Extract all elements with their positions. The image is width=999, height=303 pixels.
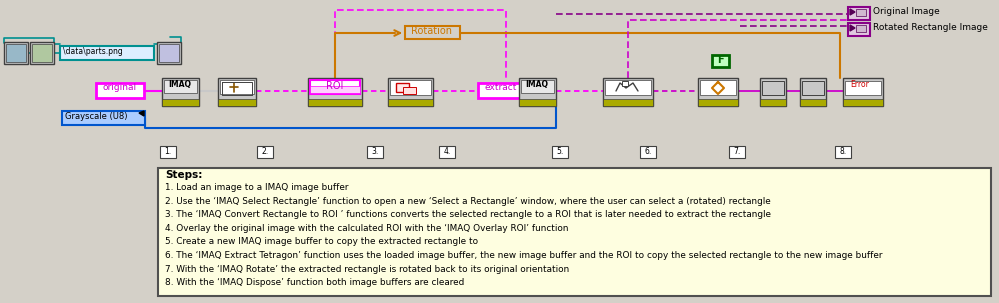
Text: 3.: 3.: [372, 147, 379, 156]
Text: IMAQ: IMAQ: [525, 80, 548, 89]
Bar: [396, 83, 409, 92]
Bar: [158, 168, 991, 296]
Bar: [845, 81, 881, 95]
Bar: [802, 81, 824, 95]
Text: \data\parts.png: \data\parts.png: [63, 47, 123, 56]
Bar: [622, 81, 628, 86]
Text: 6. The ‘IMAQ Extract Tetragon’ function uses the loaded image buffer, the new im: 6. The ‘IMAQ Extract Tetragon’ function …: [165, 251, 882, 260]
Bar: [388, 99, 433, 106]
Bar: [4, 42, 28, 64]
Bar: [162, 78, 199, 106]
Bar: [164, 80, 197, 93]
Bar: [843, 99, 883, 106]
Text: 7. With the ‘IMAQ Rotate’ the extracted rectangle is rotated back to its origina: 7. With the ‘IMAQ Rotate’ the extracted …: [165, 265, 569, 274]
Bar: [800, 78, 826, 106]
Bar: [478, 83, 524, 98]
Text: F: F: [716, 55, 723, 65]
Bar: [698, 99, 738, 106]
Bar: [257, 146, 273, 158]
Text: Steps:: Steps:: [165, 170, 203, 180]
Text: Original Image: Original Image: [873, 7, 940, 16]
Bar: [760, 78, 786, 106]
Text: 2.: 2.: [262, 147, 269, 156]
Bar: [603, 99, 653, 106]
Text: 8. With the ‘IMAQ Dispose’ function both image buffers are cleared: 8. With the ‘IMAQ Dispose’ function both…: [165, 278, 465, 287]
Text: 1.: 1.: [165, 147, 172, 156]
Bar: [160, 146, 176, 158]
Bar: [96, 83, 144, 98]
Text: ROI: ROI: [327, 81, 344, 91]
Text: 1. Load an image to a IMAQ image buffer: 1. Load an image to a IMAQ image buffer: [165, 183, 349, 192]
Bar: [843, 78, 883, 106]
Bar: [800, 99, 826, 106]
Bar: [367, 146, 383, 158]
Bar: [729, 146, 745, 158]
Text: 6.: 6.: [644, 147, 651, 156]
Polygon shape: [850, 9, 855, 15]
Bar: [856, 9, 866, 16]
Bar: [848, 23, 870, 36]
Bar: [6, 44, 26, 62]
Bar: [835, 146, 851, 158]
Text: original: original: [103, 83, 137, 92]
Bar: [603, 78, 653, 106]
Text: extract: extract: [485, 83, 517, 92]
Bar: [712, 55, 729, 67]
Text: Rotation: Rotation: [412, 26, 453, 36]
Bar: [62, 111, 145, 125]
Text: 5.: 5.: [556, 147, 563, 156]
Text: Rotated Rectangle Image: Rotated Rectangle Image: [873, 23, 988, 32]
Bar: [760, 99, 786, 106]
Bar: [159, 44, 179, 62]
Bar: [552, 146, 568, 158]
Text: Error: Error: [850, 80, 869, 89]
Bar: [60, 46, 154, 60]
Bar: [308, 78, 362, 106]
Bar: [32, 44, 52, 62]
Bar: [762, 81, 784, 95]
Bar: [698, 78, 738, 106]
Text: 4.: 4.: [444, 147, 451, 156]
Bar: [218, 78, 256, 106]
Bar: [700, 80, 736, 95]
Polygon shape: [850, 25, 855, 31]
Bar: [521, 80, 554, 93]
Bar: [856, 25, 866, 32]
Bar: [220, 80, 254, 94]
Bar: [519, 78, 556, 106]
Bar: [310, 80, 360, 94]
Bar: [218, 99, 256, 106]
Text: 5. Create a new IMAQ image buffer to copy the extracted rectangle to: 5. Create a new IMAQ image buffer to cop…: [165, 237, 479, 246]
Bar: [308, 99, 362, 106]
Bar: [390, 80, 431, 95]
Polygon shape: [139, 111, 144, 116]
Bar: [388, 78, 433, 106]
Text: IMAQ: IMAQ: [169, 80, 192, 89]
Text: 4. Overlay the original image with the calculated ROI with the ‘IMAQ Overlay ROI: 4. Overlay the original image with the c…: [165, 224, 568, 233]
Bar: [519, 99, 556, 106]
Bar: [605, 80, 651, 95]
Text: Grayscale (U8): Grayscale (U8): [65, 112, 128, 121]
Bar: [403, 87, 416, 94]
Bar: [30, 42, 54, 64]
Bar: [848, 7, 870, 20]
Bar: [640, 146, 656, 158]
Text: 8.: 8.: [839, 147, 846, 156]
Bar: [310, 86, 360, 93]
Text: 2. Use the ‘IMAQ Select Rectangle’ function to open a new ‘Select a Rectangle’ w: 2. Use the ‘IMAQ Select Rectangle’ funct…: [165, 197, 771, 206]
Text: 7.: 7.: [733, 147, 740, 156]
Bar: [157, 42, 181, 64]
Bar: [405, 26, 460, 39]
Bar: [439, 146, 455, 158]
Text: 3. The ‘IMAQ Convert Rectangle to ROI ’ functions converts the selected rectangl: 3. The ‘IMAQ Convert Rectangle to ROI ’ …: [165, 210, 771, 219]
Bar: [162, 99, 199, 106]
